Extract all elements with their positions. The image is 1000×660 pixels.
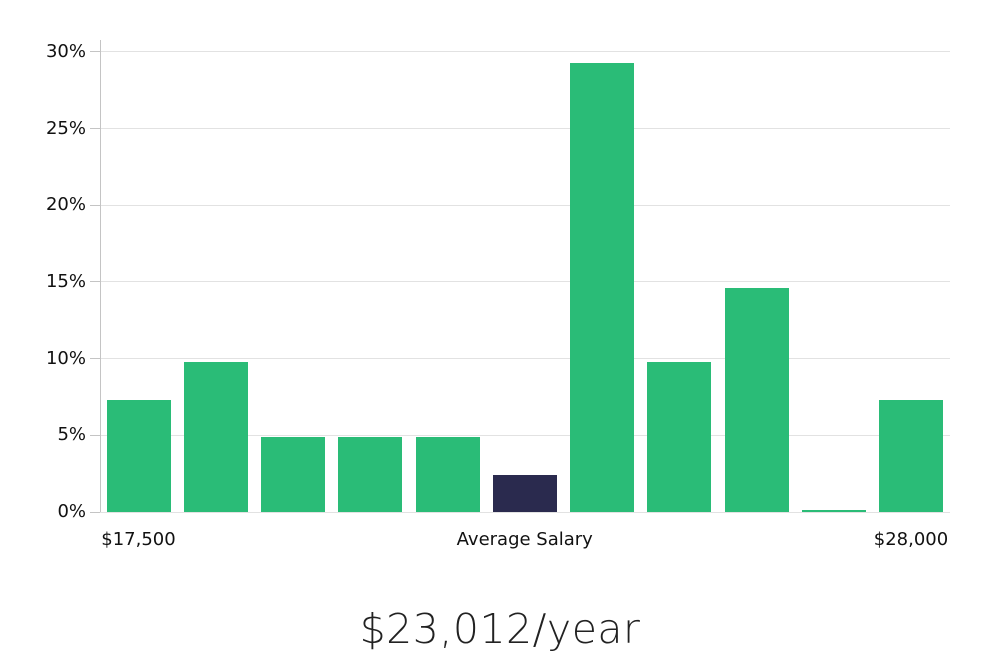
y-tick-mark — [90, 434, 100, 436]
gridline-10% — [100, 358, 950, 360]
histogram-bar — [415, 437, 480, 512]
histogram-bar — [724, 288, 789, 512]
y-tick-mark — [90, 281, 100, 283]
y-tick-mark — [90, 511, 100, 513]
histogram-bar — [183, 362, 248, 512]
histogram-bar — [801, 510, 866, 512]
histogram-bar — [647, 362, 712, 512]
y-tick-label: 20% — [45, 194, 86, 216]
chart-title-average-salary: $23,012/year — [359, 605, 641, 653]
y-tick-label: 10% — [45, 347, 86, 369]
histogram-bar — [570, 63, 634, 512]
y-tick-mark — [90, 204, 100, 206]
gridline-5% — [100, 434, 950, 436]
gridline-25% — [100, 128, 950, 129]
y-tick-mark — [90, 358, 100, 360]
x-axis-label: Average Salary — [456, 529, 593, 550]
histogram-bar — [106, 400, 171, 512]
y-tick-label: 15% — [45, 270, 86, 292]
y-tick-mark — [90, 51, 100, 53]
y-axis-line — [100, 40, 101, 512]
x-axis-label: $17,500 — [101, 529, 176, 550]
y-tick-mark — [90, 128, 100, 129]
gridline-0% — [100, 511, 950, 513]
histogram-bar — [338, 437, 403, 512]
x-axis-label: $28,000 — [873, 529, 949, 550]
y-tick-label: 5% — [57, 424, 86, 446]
y-tick-label: 30% — [45, 40, 86, 62]
y-tick-label: 0% — [57, 501, 86, 522]
gridline-20% — [100, 204, 950, 206]
histogram-bar — [879, 400, 943, 512]
histogram-bar — [261, 437, 325, 512]
gridline-15% — [100, 281, 950, 283]
y-tick-label: 25% — [45, 117, 86, 139]
histogram-bar-highlighted — [492, 475, 557, 512]
gridline-30% — [100, 51, 950, 53]
